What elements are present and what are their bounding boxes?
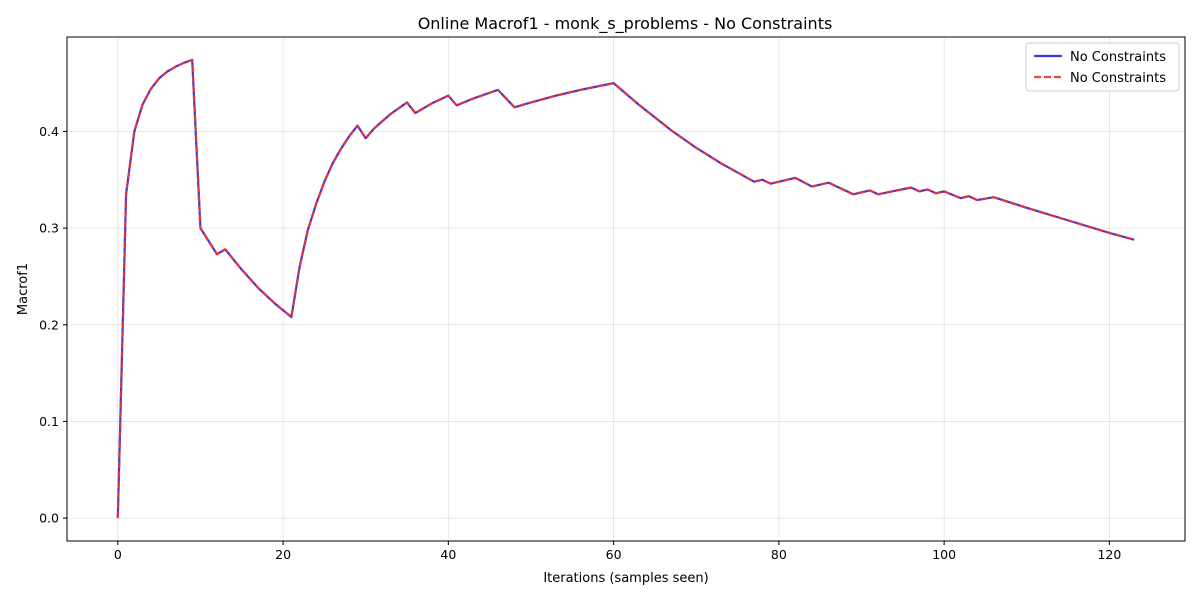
x-tick-label: 40 (440, 547, 456, 562)
x-axis-title: Iterations (samples seen) (543, 571, 708, 586)
series-line-dashed (116, 58, 1135, 519)
chart-title: Online Macrof1 - monk_s_problems - No Co… (418, 14, 833, 34)
y-tick-label: 0.1 (39, 414, 59, 429)
legend-box (1025, 42, 1180, 92)
y-tick-label: 0.2 (39, 317, 59, 332)
y-tick-label: 0.4 (39, 124, 59, 139)
legend: No Constraints No Constraints (1025, 42, 1180, 92)
x-tick-label: 0 (114, 547, 122, 562)
legend-label-solid: No Constraints (1070, 50, 1166, 65)
plot-area-frame (66, 36, 1186, 542)
x-tick-label: 100 (932, 547, 956, 562)
series-lines (116, 58, 1135, 519)
y-tick-label: 0.3 (39, 221, 59, 236)
x-tick-label: 120 (1097, 547, 1121, 562)
axis-ticks: 0 20 40 60 80 100 120 0.0 0.1 0.2 0.3 0.4 (39, 124, 1121, 562)
y-tick-label: 0.0 (39, 511, 59, 526)
x-tick-label: 60 (606, 547, 622, 562)
y-axis-title: Macrof1 (16, 263, 31, 315)
x-tick-label: 20 (275, 547, 291, 562)
x-tick-label: 80 (771, 547, 787, 562)
grid (67, 37, 1185, 541)
legend-label-dashed: No Constraints (1070, 71, 1166, 86)
